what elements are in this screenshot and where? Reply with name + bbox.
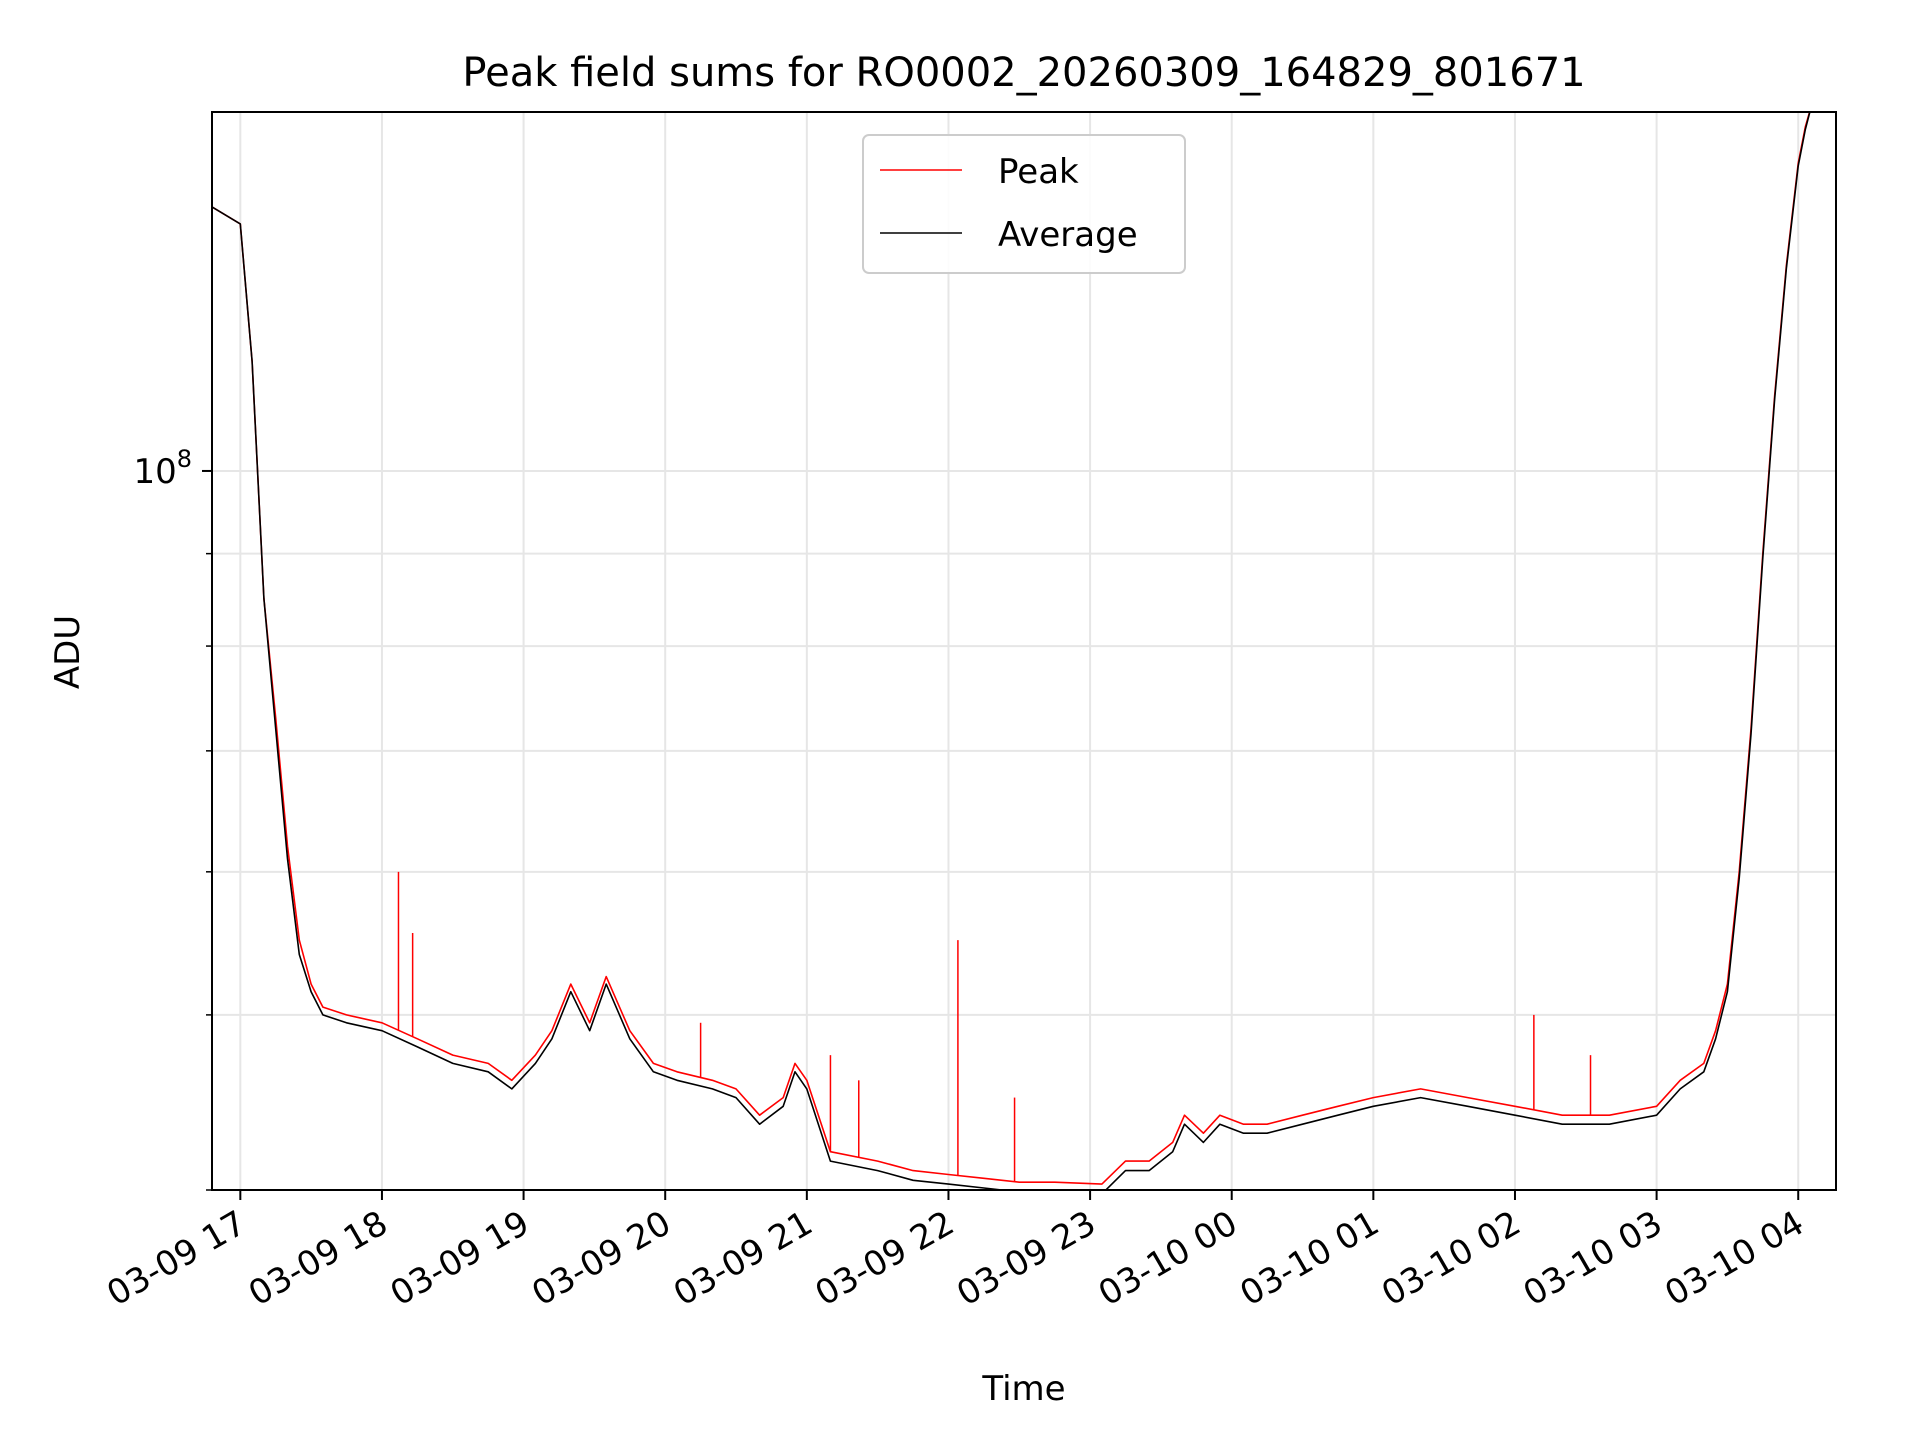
series-line-average xyxy=(212,112,1811,1190)
series-group xyxy=(212,112,1811,1190)
legend-label-average: Average xyxy=(998,215,1138,255)
y-tick-label: 108 xyxy=(133,445,192,492)
plot-frame xyxy=(211,111,1837,1191)
chart-title: Peak field sums for RO0002_20260309_1648… xyxy=(462,50,1585,96)
plot-background xyxy=(212,112,1836,1190)
y-axis: 108 xyxy=(133,445,212,1191)
series-layer xyxy=(212,112,1811,1190)
x-axis-label: Time xyxy=(981,1369,1065,1409)
legend-label-peak: Peak xyxy=(998,152,1079,192)
y-axis-label: ADU xyxy=(48,615,88,689)
series-line-peak xyxy=(212,112,1811,1185)
plot-area xyxy=(211,111,1837,1191)
legend: Peak Average xyxy=(862,134,1186,274)
grid-lines xyxy=(212,112,1836,1191)
